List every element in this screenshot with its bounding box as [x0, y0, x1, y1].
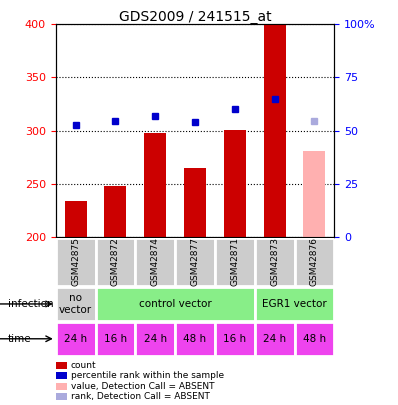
Bar — [303, 151, 325, 237]
Text: 48 h: 48 h — [303, 334, 326, 344]
Bar — [175, 322, 215, 356]
Bar — [135, 238, 175, 286]
Text: GSM42874: GSM42874 — [151, 237, 160, 286]
Bar — [255, 238, 295, 286]
Bar — [255, 287, 334, 321]
Bar — [56, 287, 96, 321]
Bar — [56, 322, 96, 356]
Bar — [96, 287, 255, 321]
Bar — [215, 238, 255, 286]
Text: 48 h: 48 h — [183, 334, 207, 344]
Text: 24 h: 24 h — [144, 334, 167, 344]
Text: GSM42877: GSM42877 — [191, 237, 199, 286]
Text: 16 h: 16 h — [223, 334, 246, 344]
Bar — [96, 238, 135, 286]
Text: 24 h: 24 h — [64, 334, 87, 344]
Text: infection: infection — [8, 299, 54, 309]
Text: GSM42873: GSM42873 — [270, 237, 279, 286]
Text: GSM42875: GSM42875 — [71, 237, 80, 286]
Text: 24 h: 24 h — [263, 334, 286, 344]
Bar — [215, 322, 255, 356]
Bar — [295, 322, 334, 356]
Bar — [184, 168, 206, 237]
Text: control vector: control vector — [139, 299, 211, 309]
Bar — [104, 186, 126, 237]
Bar — [255, 322, 295, 356]
Bar — [65, 201, 87, 237]
Bar — [295, 238, 334, 286]
Bar — [175, 238, 215, 286]
Bar — [144, 133, 166, 237]
Text: value, Detection Call = ABSENT: value, Detection Call = ABSENT — [71, 382, 215, 391]
Text: EGR1 vector: EGR1 vector — [262, 299, 327, 309]
Text: GSM42871: GSM42871 — [230, 237, 239, 286]
Bar — [135, 322, 175, 356]
Text: count: count — [71, 361, 96, 370]
Bar — [263, 24, 285, 237]
Bar — [224, 130, 246, 237]
Text: no
vector: no vector — [59, 293, 92, 315]
Bar — [96, 322, 135, 356]
Text: 16 h: 16 h — [104, 334, 127, 344]
Text: GSM42872: GSM42872 — [111, 237, 120, 286]
Text: GSM42876: GSM42876 — [310, 237, 319, 286]
Text: percentile rank within the sample: percentile rank within the sample — [71, 371, 224, 380]
Bar — [56, 238, 96, 286]
Text: rank, Detection Call = ABSENT: rank, Detection Call = ABSENT — [71, 392, 210, 401]
Text: time: time — [8, 334, 31, 344]
Text: GDS2009 / 241515_at: GDS2009 / 241515_at — [119, 10, 271, 24]
